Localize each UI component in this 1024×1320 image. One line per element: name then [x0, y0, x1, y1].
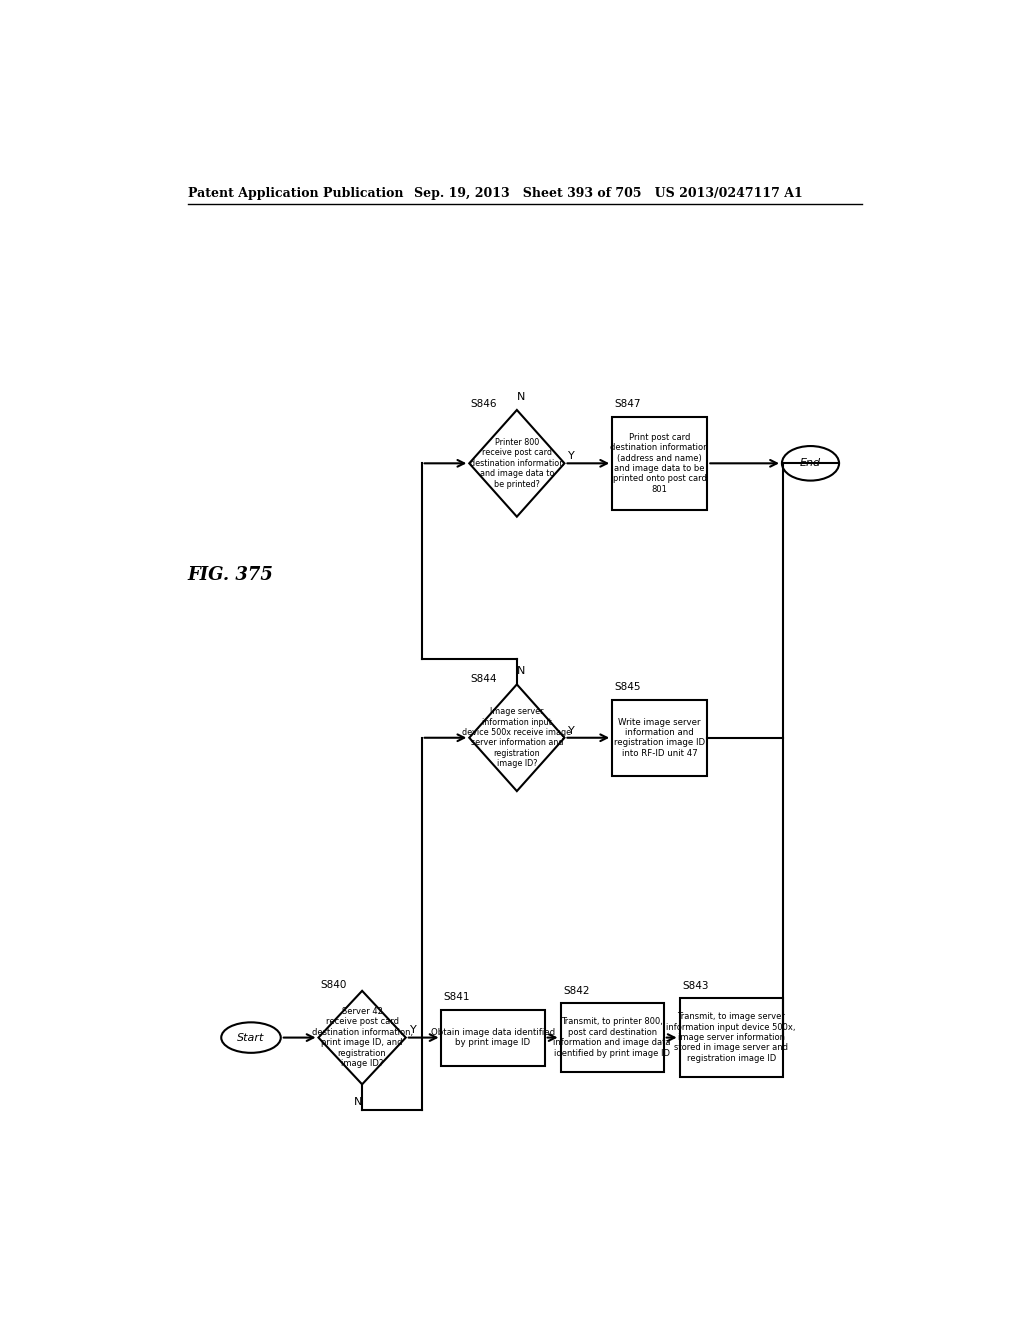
Text: Y: Y: [568, 726, 575, 735]
Text: Print post card
destination information
(address and name)
and image data to be
: Print post card destination information …: [610, 433, 709, 494]
Text: Y: Y: [568, 451, 575, 461]
Bar: [612, 417, 708, 510]
Text: FIG. 375: FIG. 375: [187, 566, 273, 585]
Text: S841: S841: [443, 993, 470, 1002]
Text: Write image server
information and
registration image ID
into RF-ID unit 47: Write image server information and regis…: [614, 718, 706, 758]
Text: N: N: [354, 1097, 362, 1106]
Text: S845: S845: [614, 682, 641, 693]
Bar: [612, 700, 708, 776]
Text: Obtain image data identified
by print image ID: Obtain image data identified by print im…: [431, 1028, 555, 1047]
Text: End: End: [800, 458, 821, 469]
Text: S840: S840: [321, 979, 346, 990]
Bar: [560, 1003, 664, 1072]
Text: S846: S846: [471, 400, 498, 409]
Text: S847: S847: [614, 400, 641, 409]
Text: Patent Application Publication: Patent Application Publication: [187, 187, 403, 199]
Bar: [441, 1010, 545, 1065]
Text: S842: S842: [563, 986, 590, 995]
Text: Printer 800
receive post card
destination information
and image data to
be print: Printer 800 receive post card destinatio…: [470, 438, 564, 488]
Text: Image server
information input
device 500x receive image
server information and
: Image server information input device 50…: [462, 708, 571, 768]
Text: Transmit, to printer 800,
post card destination
information and image data
ident: Transmit, to printer 800, post card dest…: [553, 1018, 671, 1057]
Text: N: N: [517, 392, 525, 401]
Text: N: N: [517, 667, 525, 676]
Text: S843: S843: [682, 981, 709, 991]
Text: Server 42
receive post card
destination information,
print image ID, and
registr: Server 42 receive post card destination …: [311, 1007, 413, 1068]
Text: Sep. 19, 2013   Sheet 393 of 705   US 2013/0247117 A1: Sep. 19, 2013 Sheet 393 of 705 US 2013/0…: [414, 187, 803, 199]
Text: Transmit, to image server
information input device 500x,
image server informatio: Transmit, to image server information in…: [667, 1012, 796, 1063]
Text: S844: S844: [471, 673, 498, 684]
Text: Start: Start: [238, 1032, 264, 1043]
Bar: [680, 998, 782, 1077]
Text: Y: Y: [410, 1026, 417, 1035]
